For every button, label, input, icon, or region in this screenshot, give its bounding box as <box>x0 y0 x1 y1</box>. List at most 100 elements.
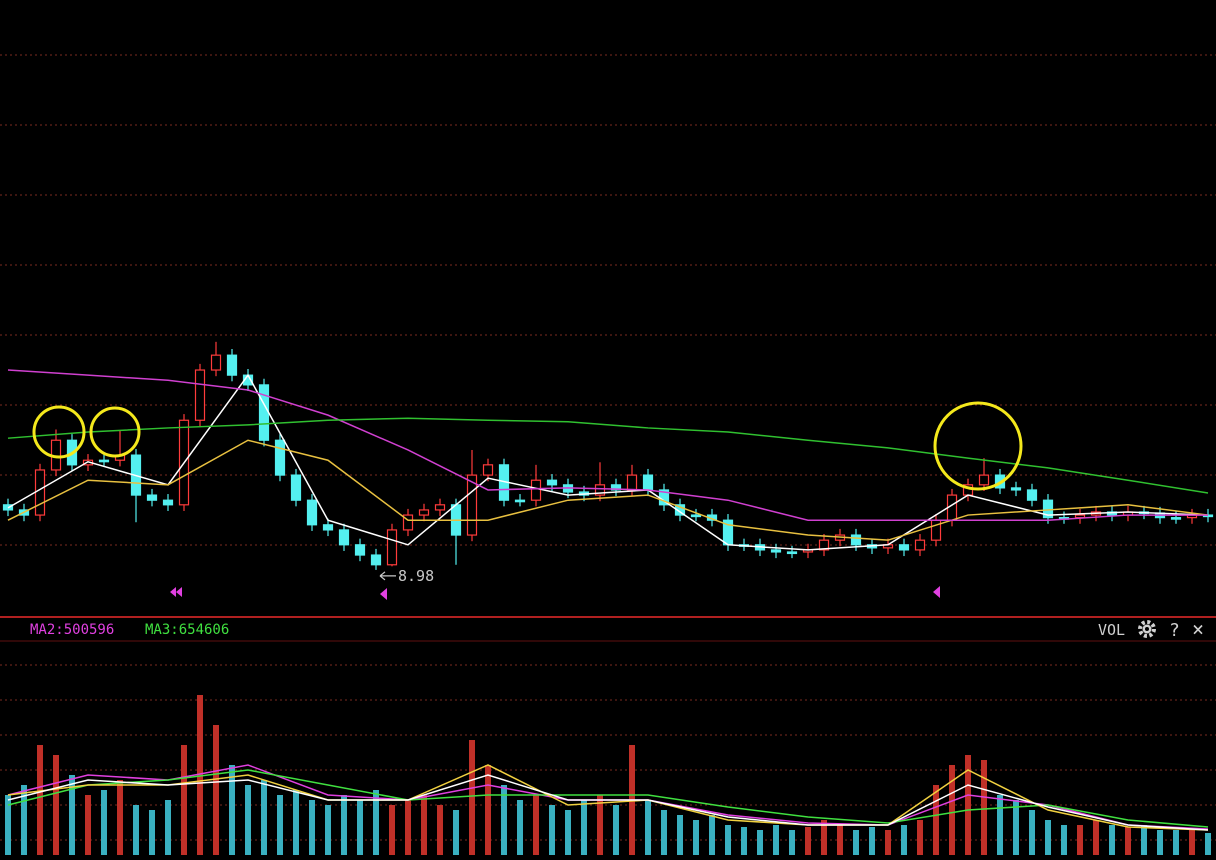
volume-bar <box>469 740 475 855</box>
help-button[interactable]: ? <box>1169 620 1180 641</box>
volume-bar <box>5 795 11 855</box>
volume-bar <box>149 810 155 855</box>
volume-bar <box>933 785 939 855</box>
volume-bar <box>1061 825 1067 855</box>
volume-bar <box>373 790 379 855</box>
volume-bar <box>773 825 779 855</box>
volume-bar <box>997 795 1003 855</box>
volume-bar <box>1157 830 1163 855</box>
candle-body <box>466 474 478 536</box>
candle-body <box>514 499 526 503</box>
volume-bar <box>965 755 971 855</box>
volume-bar <box>677 815 683 855</box>
volume-bar <box>421 795 427 855</box>
volume-bar <box>181 745 187 855</box>
volume-bar <box>501 785 507 855</box>
volume-bar <box>949 765 955 855</box>
volume-bar <box>837 825 843 855</box>
volume-bar <box>1077 825 1083 855</box>
marker <box>380 588 387 600</box>
volume-bar <box>1109 825 1115 855</box>
candle-body <box>322 524 334 531</box>
candle-body <box>338 529 350 546</box>
ma-line <box>7 439 1209 541</box>
volume-bar <box>37 745 43 855</box>
volume-bar <box>869 827 875 855</box>
ma-line <box>7 764 1209 831</box>
legend-ma2: MA2:500596 <box>30 622 114 638</box>
candle-body <box>770 549 782 553</box>
volume-bar <box>1205 833 1211 855</box>
candle-body <box>258 384 270 441</box>
candle-body <box>850 534 862 546</box>
candle-body <box>530 479 542 501</box>
close-button[interactable]: × <box>1192 617 1204 641</box>
volume-bar <box>613 805 619 855</box>
candle-body <box>146 494 158 501</box>
candle-body <box>978 474 990 486</box>
volume-bar <box>133 805 139 855</box>
ma-line <box>7 369 1208 521</box>
highlight-circle <box>933 401 1023 491</box>
candle-body <box>418 509 430 516</box>
candle-body <box>226 354 238 376</box>
price-pane: 8.98 <box>2 341 1214 585</box>
candle-body <box>210 354 222 371</box>
volume-bar <box>645 800 651 855</box>
volume-bar <box>293 790 299 855</box>
volume-bar <box>693 820 699 855</box>
volume-bar <box>437 805 443 855</box>
volume-bar <box>21 785 27 855</box>
volume-bar <box>1045 820 1051 855</box>
volume-bar <box>53 755 59 855</box>
signal-markers <box>170 586 940 600</box>
volume-bar <box>661 810 667 855</box>
candle-body <box>402 514 414 531</box>
volume-bar <box>1125 827 1131 855</box>
volume-bar <box>309 800 315 855</box>
volume-bar <box>981 760 987 855</box>
candle-body <box>914 539 926 551</box>
low-arrow <box>379 571 396 581</box>
settings-icon[interactable] <box>1138 620 1156 638</box>
volume-bar <box>1013 800 1019 855</box>
ma-line <box>7 769 1209 828</box>
volume-bar <box>821 820 827 855</box>
volume-bar <box>261 780 267 855</box>
volume-bar <box>533 795 539 855</box>
marker <box>933 586 940 598</box>
candle-body <box>1010 487 1022 491</box>
volume-bar <box>1141 825 1147 855</box>
volume-bar <box>213 725 219 855</box>
candle-body <box>1170 517 1182 520</box>
volume-bar <box>901 825 907 855</box>
highlight-circle <box>89 406 141 458</box>
candle-body <box>34 469 46 516</box>
candle-body <box>594 484 606 496</box>
volume-bar <box>581 800 587 855</box>
volume-bar <box>117 780 123 855</box>
volume-bar <box>789 830 795 855</box>
volume-pane <box>5 695 1211 855</box>
candle-body <box>642 474 654 491</box>
candle-body <box>354 544 366 556</box>
volume-label: VOL <box>1098 621 1125 639</box>
volume-bar <box>757 830 763 855</box>
marker <box>170 587 182 597</box>
candle-body <box>818 539 830 551</box>
volume-bar <box>245 785 251 855</box>
volume-bar <box>357 800 363 855</box>
volume-bar <box>229 765 235 855</box>
candle-body <box>482 464 494 476</box>
volume-bar <box>805 827 811 855</box>
volume-bar <box>85 795 91 855</box>
volume-bar <box>453 810 459 855</box>
volume-bar <box>565 810 571 855</box>
volume-bar <box>277 795 283 855</box>
annotations <box>32 401 1023 491</box>
candle-body <box>290 474 302 501</box>
volume-bar <box>725 825 731 855</box>
ma-line <box>7 373 1209 551</box>
candle-body <box>274 439 286 476</box>
